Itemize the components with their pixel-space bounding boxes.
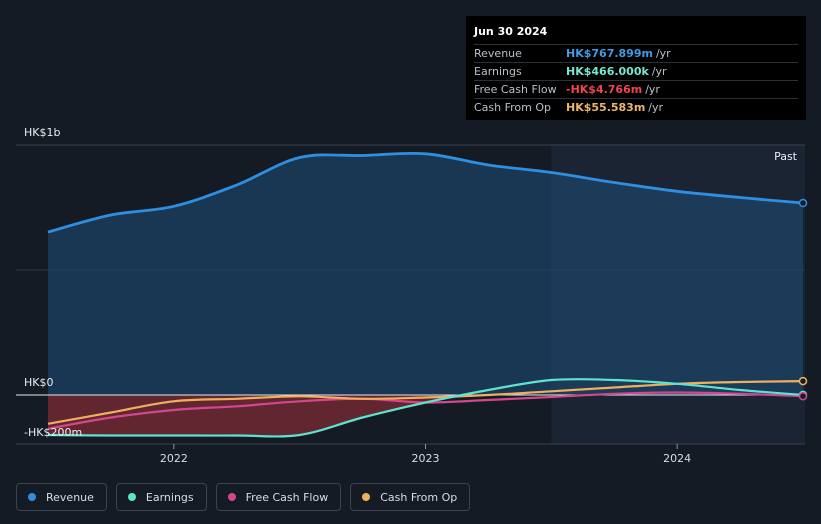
legend-dot-icon	[127, 493, 136, 501]
tooltip-date: Jun 30 2024	[474, 25, 548, 38]
legend-item-earnings[interactable]: Earnings	[115, 483, 207, 511]
tooltip-value: HK$466.000k	[566, 65, 649, 78]
tooltip-value: HK$767.899m	[566, 47, 653, 60]
legend-dot-icon	[362, 493, 371, 501]
y-label-top: HK$1b	[24, 126, 60, 139]
tooltip-unit: /yr	[655, 47, 671, 60]
tooltip-label: Free Cash Flow	[474, 83, 557, 96]
legend-dot-icon	[28, 493, 36, 501]
legend-item-free-cash-flow[interactable]: Free Cash Flow	[215, 483, 342, 511]
tooltip-label: Cash From Op	[474, 101, 552, 114]
earnings-loss-area	[48, 394, 803, 437]
legend-item-revenue[interactable]: Revenue	[16, 483, 107, 511]
legend: Revenue Earnings Free Cash Flow Cash Fro…	[16, 483, 471, 511]
tooltip-unit: /yr	[645, 83, 660, 96]
y-label-bottom: -HK$200m	[24, 426, 82, 439]
x-tick-label: 2022	[160, 452, 188, 465]
tooltip-value: HK$55.583m	[566, 101, 646, 114]
tooltip-label: Revenue	[474, 47, 522, 60]
cfo-end-marker	[798, 376, 808, 386]
tooltip-row-free-cash-flow: Free Cash Flow -HK$4.766m /yr	[474, 80, 798, 98]
earnings-line	[47, 377, 804, 438]
legend-dot-icon	[227, 493, 236, 501]
tooltip-value: -HK$4.766m	[566, 83, 643, 96]
tooltip-unit: /yr	[648, 101, 664, 114]
revenue-line	[47, 151, 804, 234]
x-tick-label: 2023	[412, 452, 440, 465]
tooltip-row-cash-from-op: Cash From Op HK$55.583m /yr	[474, 98, 798, 116]
revenue-area	[48, 153, 803, 395]
y-label-zero: HK$0	[24, 376, 53, 389]
tooltip-label: Earnings	[474, 65, 522, 78]
tooltip-row-earnings: Earnings HK$466.000k /yr	[474, 62, 798, 80]
tooltip-row-revenue: Revenue HK$767.899m /yr	[474, 44, 798, 62]
x-tick-label: 2024	[663, 452, 691, 465]
tooltip-unit: /yr	[651, 65, 667, 78]
legend-label: Cash From Op	[380, 490, 458, 504]
tooltip: Jun 30 2024 Revenue HK$767.899m /yr Earn…	[466, 16, 806, 120]
fcf-end-marker	[798, 391, 808, 401]
legend-label: Free Cash Flow	[245, 490, 329, 504]
legend-label: Revenue	[46, 490, 94, 504]
past-label: Past	[774, 150, 798, 163]
legend-label: Earnings	[145, 490, 194, 504]
legend-item-cash-from-op[interactable]: Cash From Op	[350, 483, 471, 511]
revenue-end-marker	[798, 198, 808, 208]
